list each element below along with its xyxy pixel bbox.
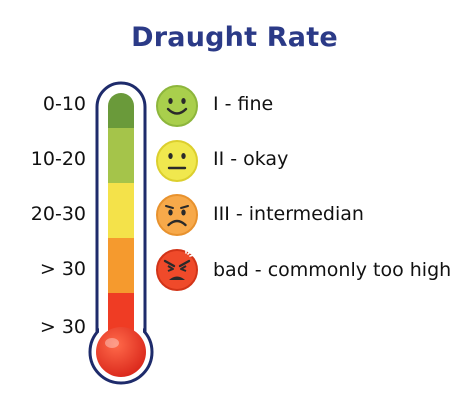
band-1 xyxy=(108,93,134,128)
chart-title: Draught Rate xyxy=(131,22,338,53)
scale-label-5: > 30 xyxy=(39,316,86,338)
band-2 xyxy=(108,128,134,183)
band-3 xyxy=(108,183,134,238)
level-label-2: II - okay xyxy=(213,148,289,170)
scale-label-1: 0-10 xyxy=(42,93,86,115)
neutral-face-icon xyxy=(156,140,198,182)
thermometer-bulb xyxy=(96,327,146,377)
thermometer-tube xyxy=(108,93,134,355)
sad-face-icon xyxy=(156,194,198,236)
level-label-4: bad - commonly too high xyxy=(213,259,452,281)
scale-label-2: 10-20 xyxy=(30,148,86,170)
happy-face-icon xyxy=(156,85,198,127)
level-label-1: I - fine xyxy=(213,93,274,115)
band-4 xyxy=(108,238,134,293)
scale-label-3: 20-30 xyxy=(30,203,86,225)
level-label-3: III - intermedian xyxy=(213,203,364,225)
scale-label-4: > 30 xyxy=(39,258,86,280)
angry-face-icon xyxy=(156,248,198,291)
